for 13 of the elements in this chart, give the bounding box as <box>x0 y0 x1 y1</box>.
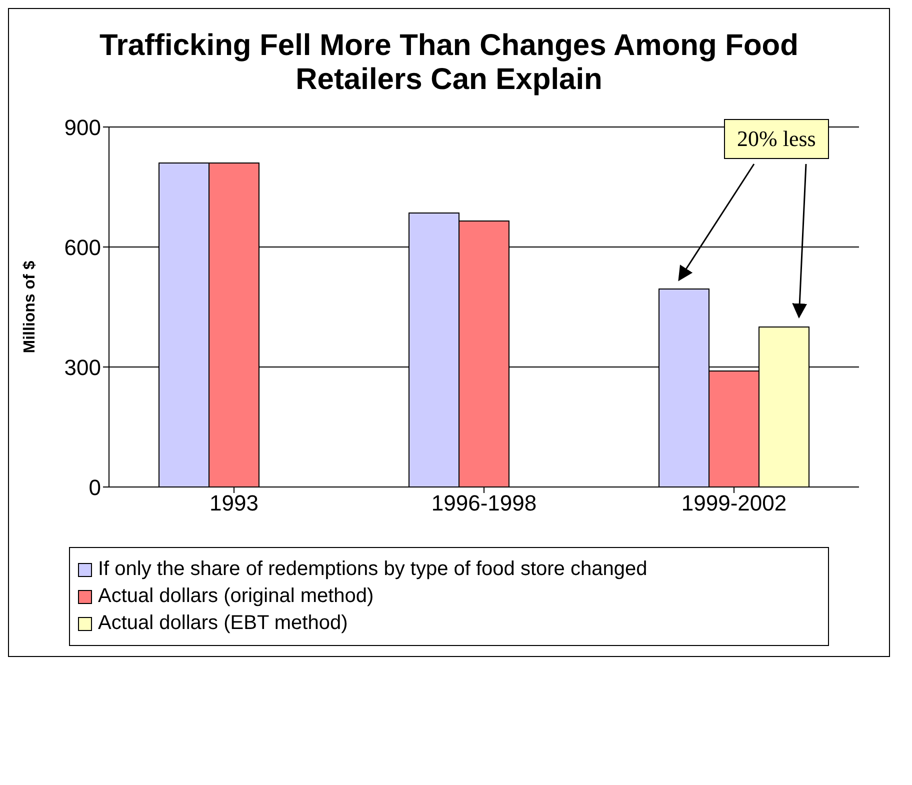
y-tick-label: 900 <box>64 114 101 140</box>
y-tick-label: 600 <box>64 234 101 260</box>
x-tick-label: 1993 <box>210 490 258 516</box>
y-tick-label: 300 <box>64 354 101 380</box>
annotation: 20% less <box>724 119 829 159</box>
chart-title: Trafficking Fell More Than Changes Among Food Retailers Can Explain <box>98 28 800 98</box>
x-tick-label: 1996-1998 <box>431 490 537 516</box>
legend-label: Actual dollars (EBT method) <box>98 612 348 635</box>
legend-label: Actual dollars (original method) <box>98 585 374 608</box>
x-tick-label: 1999-2002 <box>681 490 787 516</box>
y-tick-label: 0 <box>88 474 101 500</box>
y-axis-title: Millions of $ <box>22 260 39 354</box>
legend-label: If only the share of redemptions by type of food store changed <box>98 558 648 581</box>
